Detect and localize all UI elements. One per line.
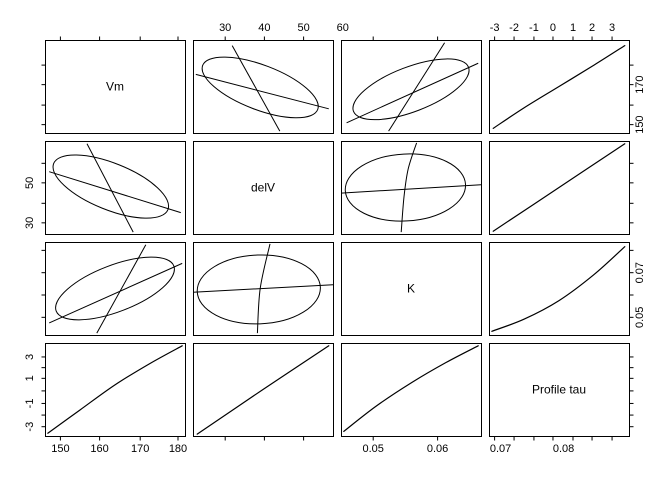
axis-label-bottom: 150	[51, 443, 69, 455]
panel-border	[193, 242, 334, 336]
profile-trace-line	[192, 284, 334, 293]
axis-label-bottom: 0.05	[362, 443, 383, 455]
confidence-ellipse	[344, 153, 467, 222]
axis-label-top: -2	[509, 22, 519, 34]
panel-r4c4: Profile tau	[489, 343, 630, 437]
panel-border	[45, 40, 186, 134]
profile-trace-line	[231, 45, 281, 132]
panel-border	[45, 343, 186, 437]
profile-trace-line	[340, 184, 482, 194]
axis-label-top: 60	[337, 22, 349, 34]
profile-trace-line	[256, 243, 271, 334]
profile-trace-line	[388, 42, 446, 132]
axis-label-bottom: 0.08	[553, 443, 574, 455]
panel-border	[489, 40, 630, 134]
panel-r3c3: K	[341, 242, 482, 336]
panel-r2c3	[340, 141, 482, 235]
profile-trace-line	[49, 171, 181, 214]
profile-trace-line	[346, 62, 479, 124]
diagonal-variable-label: K	[407, 282, 415, 296]
confidence-ellipse	[52, 154, 170, 219]
panel-r2c1	[45, 141, 186, 235]
axis-label-top: 1	[570, 22, 576, 34]
axis-label-bottom: 0.06	[427, 443, 448, 455]
panel-border	[489, 343, 630, 437]
panel-border	[341, 242, 482, 336]
panel-r3c1	[45, 242, 186, 336]
diagonal-variable-label: Profile tau	[532, 383, 586, 397]
diagonal-variable-label: delV	[251, 181, 275, 195]
panel-r3c2	[192, 242, 334, 336]
panel-border	[341, 343, 482, 437]
panel-r4c2	[193, 343, 334, 437]
axis-label-top: -3	[490, 22, 500, 34]
panel-r4c1	[45, 343, 186, 437]
axis-label-left: 30	[24, 217, 36, 229]
axis-label-bottom: 0.07	[490, 443, 511, 455]
axis-label-left: -3	[24, 422, 36, 432]
axis-label-top: 2	[589, 22, 595, 34]
profile-curve	[343, 345, 479, 432]
panel-border	[45, 141, 186, 235]
panel-border	[489, 141, 630, 235]
axis-label-right: 170	[634, 75, 646, 93]
axis-label-top: 3	[609, 22, 615, 34]
panel-r1c4	[489, 40, 630, 134]
confidence-ellipse	[55, 256, 175, 321]
panel-border	[341, 40, 482, 134]
panel-border	[45, 242, 186, 336]
axis-label-right: 0.07	[634, 262, 646, 283]
profile-curve	[492, 44, 626, 129]
axis-label-right: 0.05	[634, 307, 646, 328]
panel-r3c4	[489, 242, 630, 336]
diagonal-variable-label: Vm	[106, 80, 124, 94]
axis-label-right: 150	[634, 115, 646, 133]
axis-label-top: 0	[550, 22, 556, 34]
axis-label-left: 1	[24, 375, 36, 381]
axis-label-bottom: 160	[90, 443, 108, 455]
panel-r2c2: delV	[193, 141, 334, 235]
profile-curve	[196, 345, 330, 435]
panel-r2c4	[489, 141, 630, 235]
confidence-ellipse	[201, 56, 319, 119]
profile-trace-line	[48, 262, 183, 324]
panel-r4c3	[341, 343, 482, 437]
axis-label-top: 30	[219, 22, 231, 34]
panel-r1c2	[193, 40, 334, 134]
profile-curve	[491, 246, 626, 332]
panel-border	[193, 141, 334, 235]
axis-label-left: 50	[24, 177, 36, 189]
axis-label-top: 50	[297, 22, 309, 34]
profile-trace-line	[400, 142, 418, 233]
profile-trace-line	[86, 143, 134, 233]
axis-label-bottom: 170	[131, 443, 149, 455]
profile-trace-line	[96, 244, 147, 334]
panel-border	[489, 242, 630, 336]
profile-curve	[47, 345, 183, 434]
axis-ticks	[41, 36, 634, 441]
panel-r1c3	[341, 40, 482, 134]
axis-label-top: -1	[529, 22, 539, 34]
panel-r1c1: Vm	[45, 40, 186, 134]
profile-trace-line	[195, 73, 329, 110]
axis-label-bottom: 180	[169, 443, 187, 455]
axis-label-left: 3	[24, 354, 36, 360]
axis-label-top: 40	[258, 22, 270, 34]
panel-border	[193, 40, 334, 134]
axis-label-left: -1	[24, 399, 36, 409]
profile-curve	[492, 143, 626, 232]
